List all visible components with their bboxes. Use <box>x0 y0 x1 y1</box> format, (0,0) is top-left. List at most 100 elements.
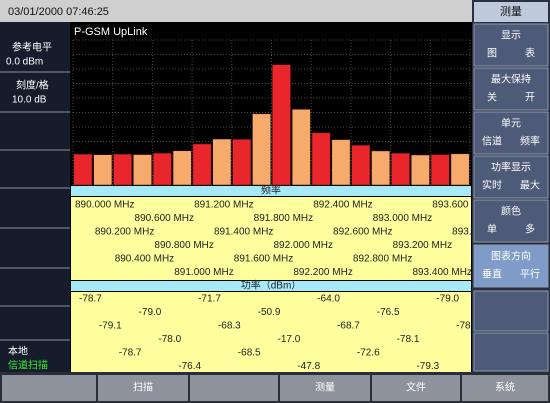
menu-option: 垂直 <box>482 268 502 281</box>
power-label: -64.0 <box>317 294 340 305</box>
menu-button[interactable] <box>473 67 549 111</box>
frequency-label: 891.800 MHz <box>254 213 313 224</box>
bar <box>371 150 391 186</box>
menu-button-empty[interactable] <box>473 290 549 332</box>
frequency-label: 891.000 MHz <box>174 267 233 278</box>
power-table <box>71 292 471 372</box>
frequency-label: 890.800 MHz <box>154 240 213 251</box>
menu-option: 开 <box>525 93 535 104</box>
scale-label: 刻度/格 <box>16 79 49 92</box>
menu-button-label: 颜色 <box>501 205 521 218</box>
bar <box>93 154 113 186</box>
table-text: 890.000 MHz -78.7 890.200 MHz -79.1 890.400 … <box>75 200 511 373</box>
bar <box>192 143 212 186</box>
softkey-label: 系统 <box>495 381 515 394</box>
power-heading-bar <box>71 281 471 291</box>
power-label: -72.6 <box>357 348 380 359</box>
frequency-label: 892.000 MHz <box>274 240 333 251</box>
menu-button[interactable] <box>473 23 549 67</box>
frequency-label: 893.600 MHz <box>432 200 491 211</box>
menu-option: 关 <box>487 91 497 104</box>
left-panel <box>0 22 70 372</box>
power-label: -68.7 <box>337 321 360 332</box>
power-label: -79.0 <box>436 294 459 305</box>
power-label: -78.7 <box>119 348 142 359</box>
menu-button-label: 显示 <box>501 30 521 42</box>
power-label: -78.0 <box>158 334 181 345</box>
frequency-label: 893.800 MHz <box>452 227 511 238</box>
left-dividers <box>0 71 70 341</box>
frequency-label: 892.800 MHz <box>353 254 412 265</box>
bar <box>410 154 430 186</box>
bar <box>152 152 172 186</box>
chart-title: P-GSM UpLink <box>74 26 148 38</box>
frequency-label: 893.200 MHz <box>393 240 452 251</box>
frequency-heading: 频率 <box>261 184 281 197</box>
frequency-label: 892.600 MHz <box>333 227 392 238</box>
menu-button-label: 单元 <box>501 118 521 130</box>
softkey[interactable] <box>280 375 370 401</box>
power-label: -68.5 <box>238 348 261 359</box>
ref-label: 参考电平 <box>12 41 52 54</box>
power-label: -76.4 <box>178 361 201 372</box>
menu-title: 测量 <box>500 5 522 18</box>
softkey[interactable] <box>372 375 460 401</box>
menu-button-label: 最大保持 <box>491 73 531 86</box>
power-label: -50.9 <box>258 307 281 318</box>
bar <box>133 154 152 186</box>
menu-button[interactable] <box>473 199 549 243</box>
frequency-label: 891.400 MHz <box>214 227 273 238</box>
power-label: -79.3 <box>416 361 439 372</box>
frequency-label: 893.400 MHz <box>412 267 471 278</box>
bar <box>113 153 133 186</box>
bar <box>430 154 450 186</box>
menu-button[interactable] <box>473 244 549 288</box>
power-label: -78.1 <box>397 334 420 345</box>
power-label: -76.5 <box>377 307 400 318</box>
bar <box>272 64 291 186</box>
power-label: -68.3 <box>218 321 241 332</box>
softkey[interactable] <box>462 375 548 401</box>
menu-option: 频率 <box>520 135 540 148</box>
bar <box>73 153 93 186</box>
bar <box>172 150 192 186</box>
menu-option: 单 <box>487 224 497 236</box>
frequency-label: 890.000 MHz <box>75 200 134 211</box>
bar <box>252 113 271 186</box>
menu-option: 实时 <box>482 179 502 192</box>
menu-option: 图 <box>487 48 497 60</box>
frequency-label: 892.200 MHz <box>293 267 352 278</box>
menu-button[interactable] <box>473 111 549 155</box>
bar <box>331 139 351 186</box>
datetime: 03/01/2000 07:46:25 <box>8 6 109 18</box>
softkey-empty[interactable] <box>2 375 96 401</box>
frequency-label: 890.400 MHz <box>115 254 174 265</box>
power-label: -78.5 <box>456 321 479 332</box>
scan-mode: 信道扫描 <box>8 359 48 372</box>
softkey-empty[interactable] <box>190 375 278 401</box>
bar <box>450 153 470 186</box>
frequency-label: 893.000 MHz <box>373 213 432 224</box>
menu-title-box <box>474 2 548 22</box>
menu-button-label: 功率显示 <box>491 161 531 174</box>
softkey[interactable] <box>98 375 188 401</box>
menu-button-label: 图表方向 <box>491 250 531 263</box>
frequency-table <box>71 197 471 280</box>
frequency-label: 891.200 MHz <box>194 200 253 211</box>
bar <box>291 109 311 186</box>
menu-option: 信道 <box>482 135 502 148</box>
menu-option: 平行 <box>520 268 540 281</box>
bar <box>232 139 252 186</box>
power-label: -17.0 <box>278 334 301 345</box>
frequency-heading-bar <box>71 186 471 196</box>
menu-button[interactable] <box>473 155 549 199</box>
frequency-label: 890.200 MHz <box>95 227 154 238</box>
frequency-label: 891.600 MHz <box>234 254 293 265</box>
softkey-label: 扫描 <box>133 381 153 394</box>
power-label: -79.0 <box>139 307 162 318</box>
menu-option: 表 <box>525 47 535 60</box>
menu-button-empty[interactable] <box>473 332 549 372</box>
bar <box>351 145 371 186</box>
mode: 本地 <box>8 345 28 358</box>
